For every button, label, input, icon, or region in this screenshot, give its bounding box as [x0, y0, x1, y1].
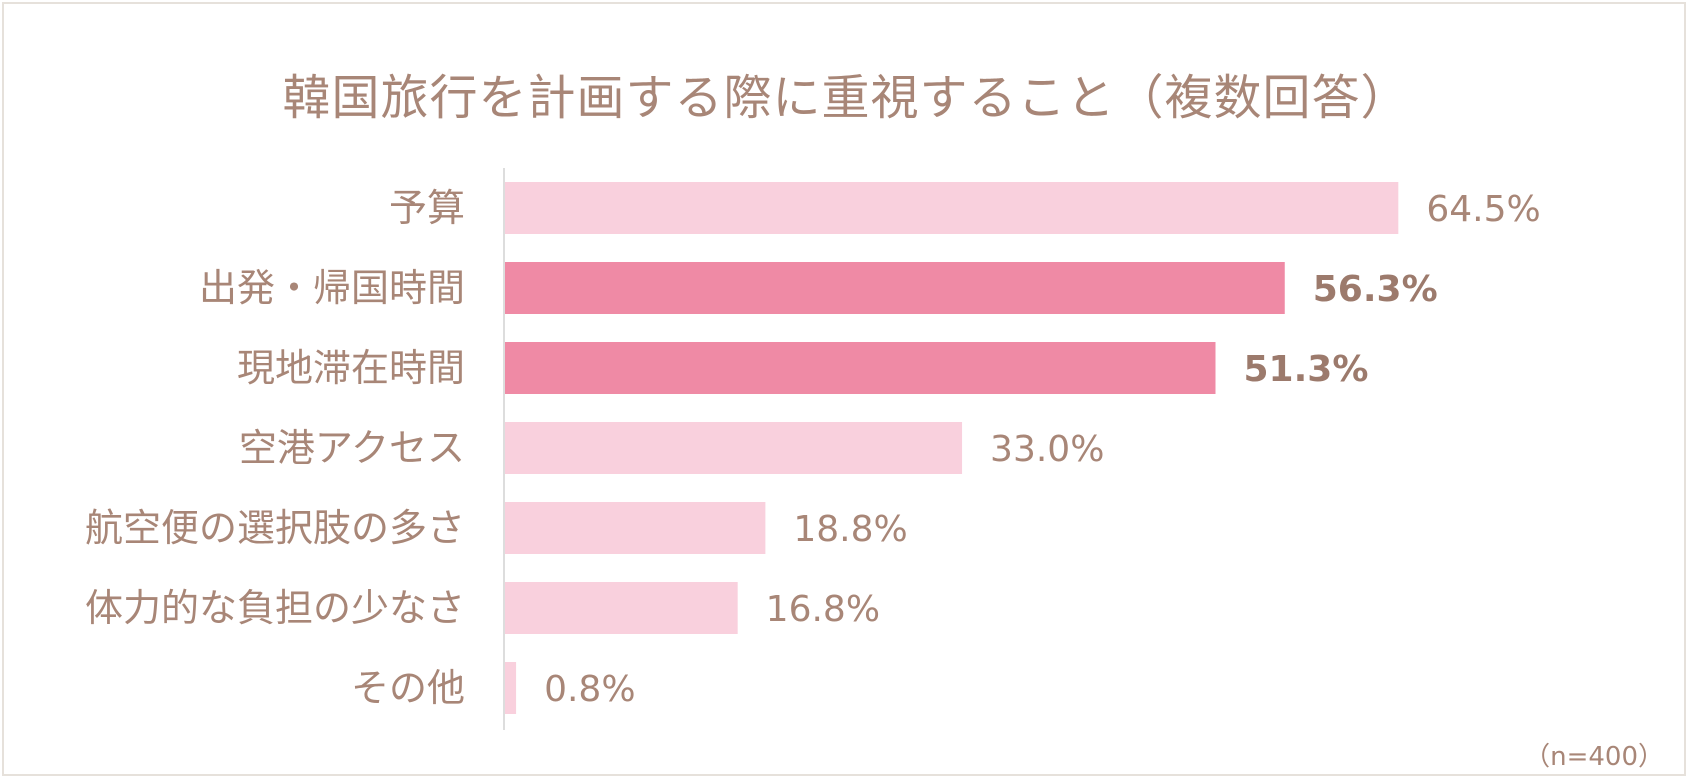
- value-label-1: 56.3%: [1313, 269, 1438, 310]
- category-label-4: 航空便の選択肢の多さ: [85, 506, 465, 550]
- value-label-0: 64.5%: [1426, 189, 1540, 230]
- sample-size-note: （n=400）: [1524, 742, 1664, 772]
- bar-6: [505, 662, 517, 714]
- bar-4: [505, 502, 766, 554]
- category-label-5: 体力的な負担の少なさ: [85, 586, 465, 630]
- category-label-2: 現地滞在時間: [237, 346, 465, 390]
- bar-5: [505, 582, 738, 634]
- category-label-1: 出発・帰国時間: [199, 266, 465, 310]
- bar-0: [505, 182, 1399, 234]
- category-label-0: 予算: [389, 186, 465, 230]
- bar-3: [505, 422, 963, 474]
- value-label-2: 51.3%: [1244, 349, 1369, 390]
- value-label-4: 18.8%: [793, 509, 907, 550]
- chart-title: 韓国旅行を計画する際に重視すること（複数回答）: [282, 70, 1410, 126]
- bar-2: [505, 342, 1216, 394]
- value-label-5: 16.8%: [766, 589, 880, 630]
- category-label-6: その他: [351, 666, 465, 710]
- category-label-3: 空港アクセス: [239, 426, 465, 470]
- value-label-6: 0.8%: [544, 669, 635, 710]
- bar-1: [505, 262, 1285, 314]
- value-label-3: 33.0%: [990, 429, 1104, 470]
